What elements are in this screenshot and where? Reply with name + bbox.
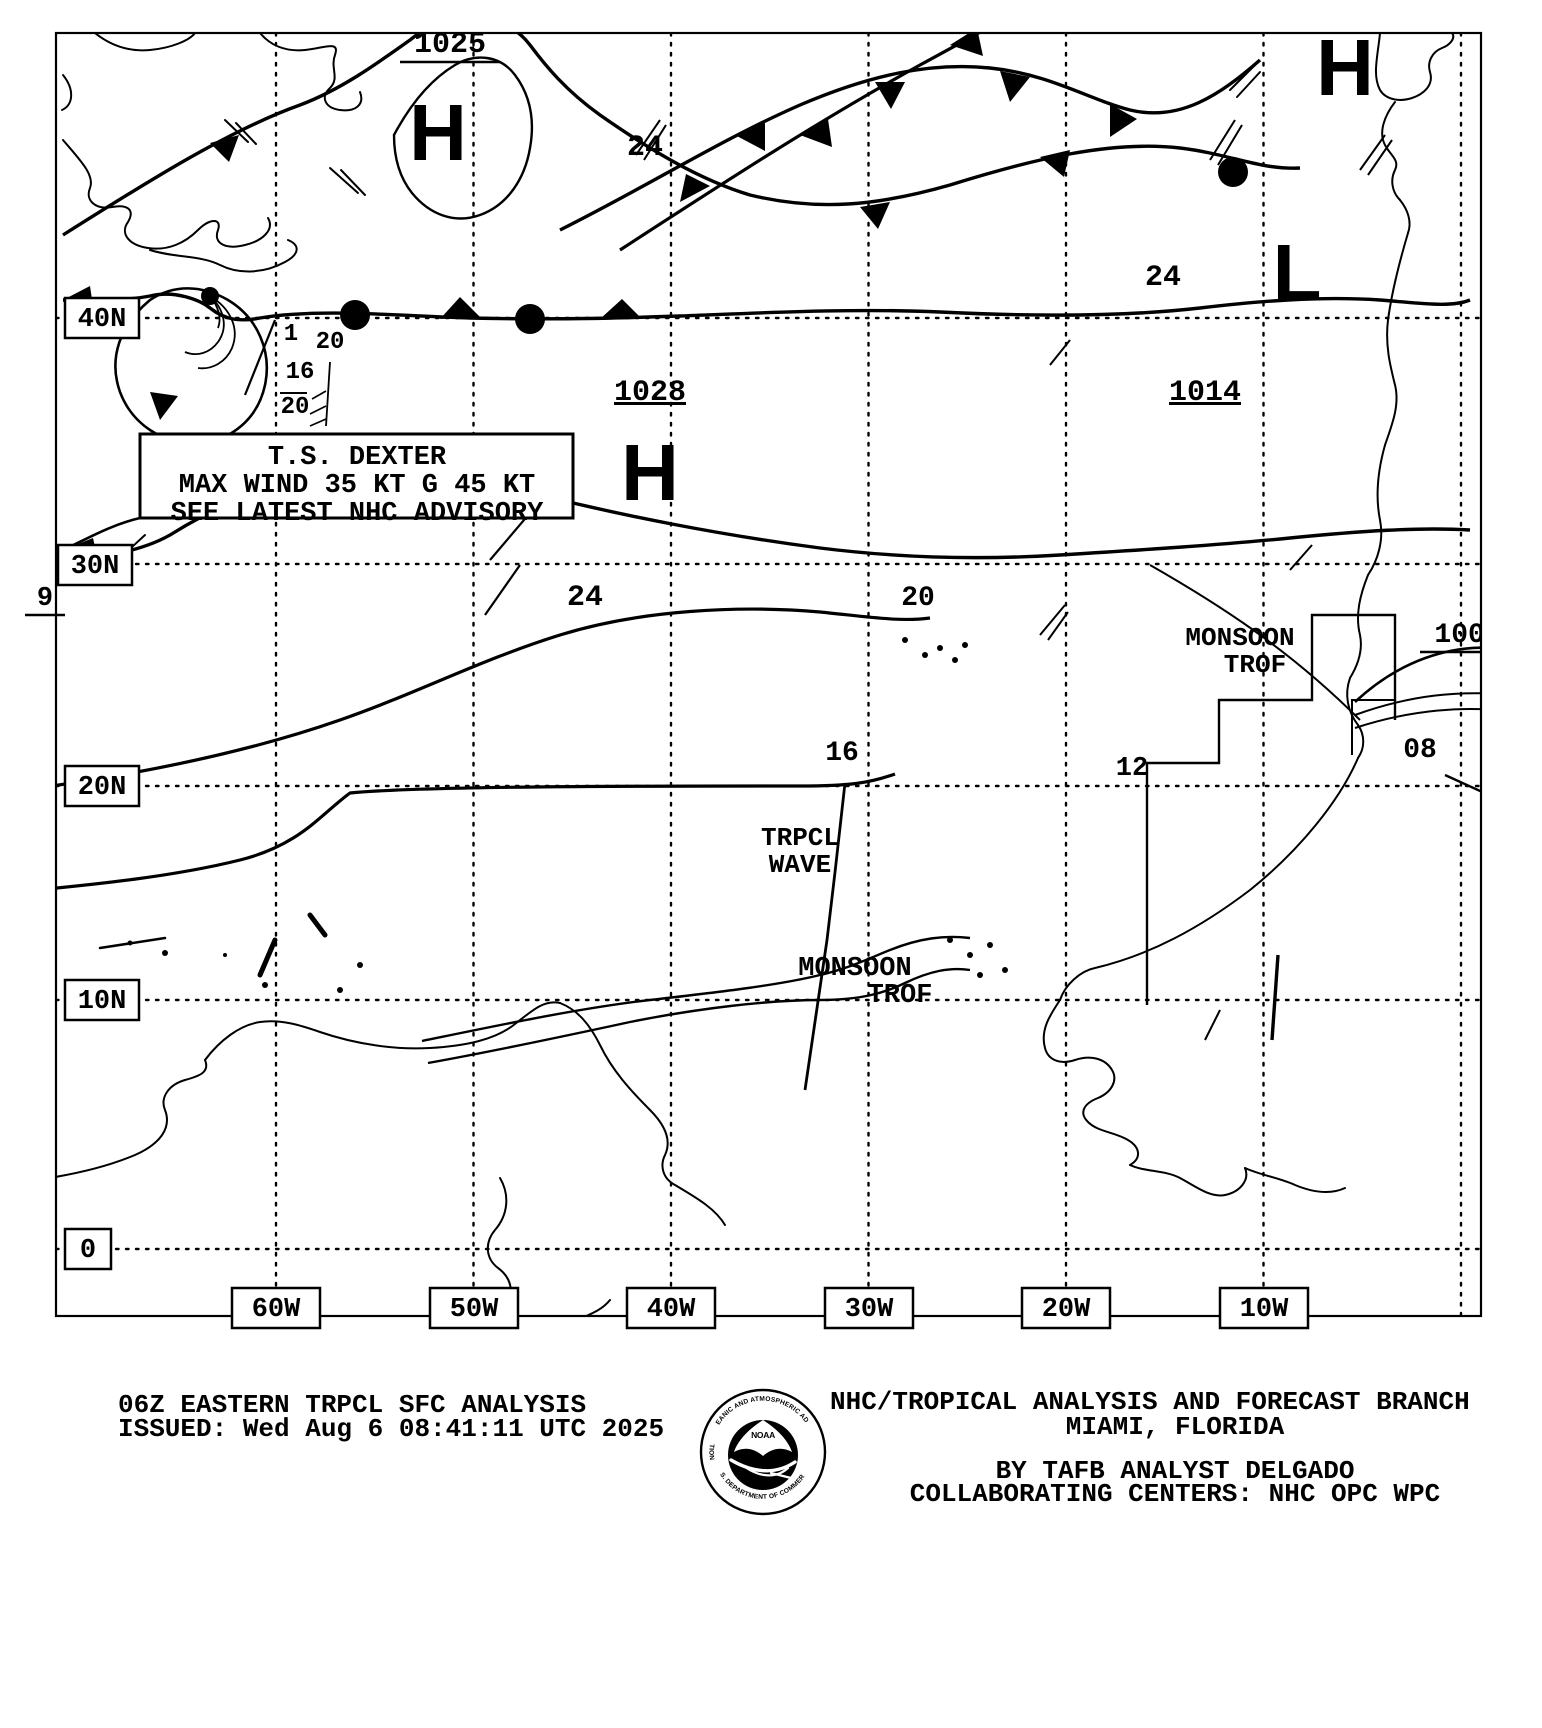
svg-text:H: H — [1316, 23, 1374, 112]
svg-text:60W: 60W — [252, 1295, 301, 1325]
svg-text:TROF: TROF — [1224, 650, 1286, 680]
svg-text:10W: 10W — [1240, 1295, 1289, 1325]
svg-text:MONSOON: MONSOON — [798, 954, 911, 984]
svg-text:SEE LATEST NHC ADVISORY: SEE LATEST NHC ADVISORY — [171, 499, 544, 529]
svg-text:0: 0 — [80, 1236, 96, 1266]
svg-text:24: 24 — [1145, 261, 1181, 295]
svg-text:20N: 20N — [78, 773, 127, 803]
svg-text:MAX WIND 35 KT G 45 KT: MAX WIND 35 KT G 45 KT — [179, 471, 535, 501]
svg-text:24: 24 — [567, 581, 603, 615]
svg-text:40W: 40W — [647, 1295, 696, 1325]
svg-text:16: 16 — [286, 359, 315, 386]
svg-text:H: H — [621, 428, 679, 517]
svg-text:30W: 30W — [845, 1295, 894, 1325]
svg-text:12: 12 — [1116, 754, 1148, 784]
svg-text:50W: 50W — [450, 1295, 499, 1325]
svg-text:COLLABORATING CENTERS: NHC OPC: COLLABORATING CENTERS: NHC OPC WPC — [910, 1479, 1441, 1509]
svg-text:WAVE: WAVE — [769, 850, 831, 880]
svg-text:08: 08 — [1403, 735, 1437, 766]
svg-text:40N: 40N — [78, 305, 127, 335]
svg-text:T.S. DEXTER: T.S. DEXTER — [268, 443, 447, 473]
svg-text:30N: 30N — [71, 552, 120, 582]
svg-text:1014: 1014 — [1169, 376, 1241, 410]
svg-text:16: 16 — [825, 738, 859, 769]
svg-text:20: 20 — [901, 583, 935, 614]
svg-text:1: 1 — [284, 321, 298, 348]
svg-text:NOAA: NOAA — [751, 1430, 775, 1440]
svg-text:9: 9 — [37, 584, 53, 614]
svg-text:0: 0 — [1527, 623, 1542, 654]
svg-text:1028: 1028 — [614, 376, 686, 410]
svg-text:TROF: TROF — [868, 981, 933, 1011]
svg-text:1005: 1005 — [1434, 620, 1501, 651]
svg-text:MIAMI, FLORIDA: MIAMI, FLORIDA — [1066, 1412, 1285, 1442]
svg-text:ISSUED: Wed Aug 6 08:41:11 UTC: ISSUED: Wed Aug 6 08:41:11 UTC 2025 — [118, 1414, 664, 1444]
svg-text:L: L — [1273, 228, 1322, 317]
svg-text:20: 20 — [281, 394, 310, 421]
svg-text:H: H — [409, 88, 467, 177]
svg-text:20W: 20W — [1042, 1295, 1091, 1325]
svg-text:20: 20 — [316, 329, 345, 356]
svg-text:10N: 10N — [78, 987, 127, 1017]
svg-text:TRPCL: TRPCL — [761, 823, 839, 853]
